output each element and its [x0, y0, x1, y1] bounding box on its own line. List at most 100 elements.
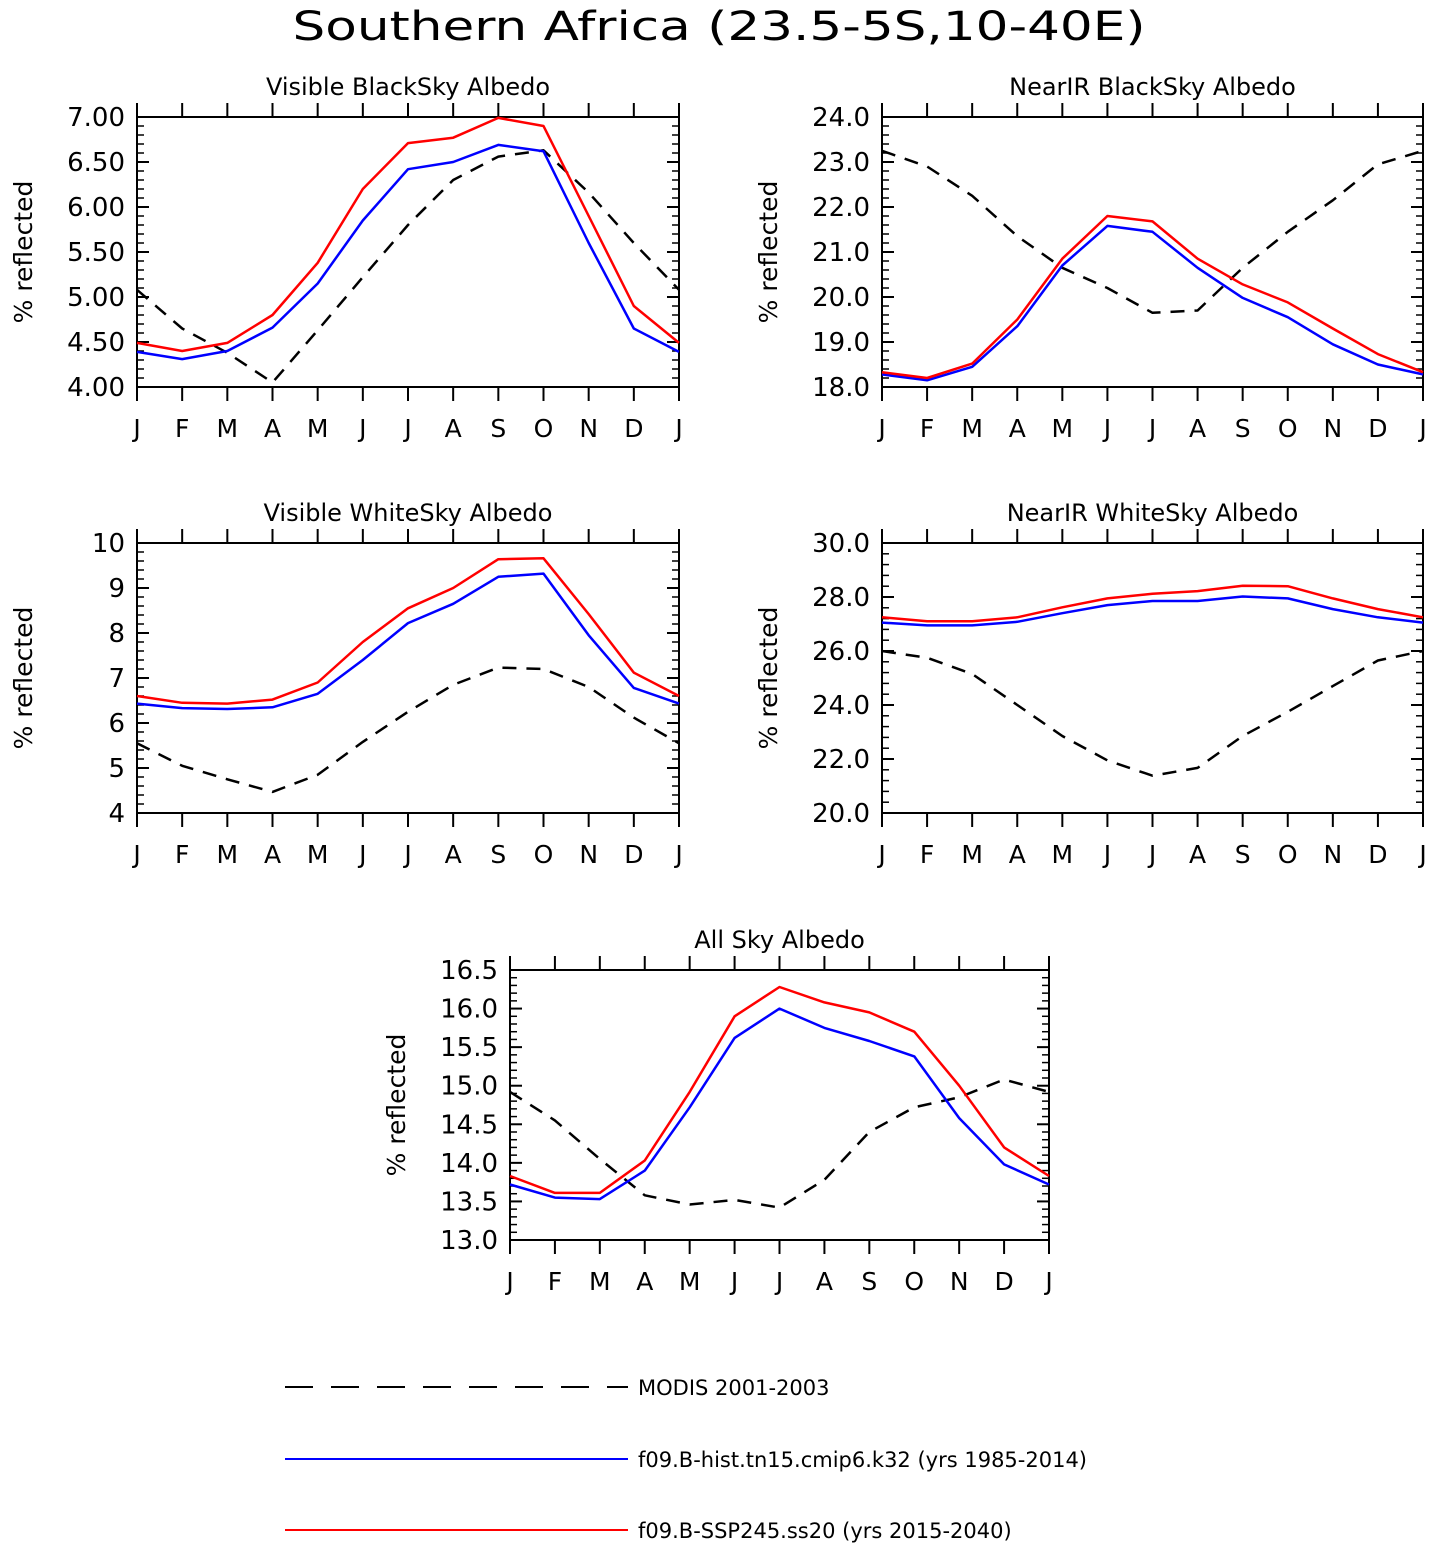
x-tick-label: J [876, 840, 885, 869]
x-tick-label: F [920, 414, 934, 443]
x-tick-label: A [816, 1267, 833, 1296]
y-tick-label: 19.0 [812, 328, 870, 358]
plot-frame [881, 542, 1424, 814]
legend: MODIS 2001-2003 f09.B-hist.tn15.cmip6.k32… [285, 1376, 1087, 1543]
x-tick-label: J [504, 1267, 513, 1296]
x-tick-label: J [1147, 414, 1156, 443]
x-tick-label: D [994, 1267, 1013, 1296]
series-line-hist [881, 595, 1424, 627]
x-tick-label: S [490, 414, 506, 443]
y-tick-label: 5.00 [67, 283, 125, 313]
y-tick-label: 13.5 [440, 1187, 498, 1217]
series-line-hist [509, 1007, 1050, 1201]
x-tick-label: M [961, 414, 983, 443]
series-line-ssp [881, 584, 1424, 623]
x-tick-label: M [1052, 414, 1074, 443]
x-tick-label: J [357, 840, 366, 869]
legend-label-modis: MODIS 2001-2003 [638, 1376, 829, 1400]
x-tick-label: A [636, 1267, 653, 1296]
y-tick-label: 16.5 [440, 956, 498, 986]
y-tick-label: 28.0 [812, 583, 870, 613]
y-tick-label: 7 [108, 664, 125, 694]
y-tick-label: 14.5 [440, 1110, 498, 1140]
legend-label-ssp: f09.B-SSP245.ss20 (yrs 2015-2040) [638, 1519, 1012, 1543]
x-tick-label: D [624, 840, 643, 869]
x-tick-label: F [175, 414, 189, 443]
x-tick-label: A [445, 840, 462, 869]
x-tick-label: O [904, 1267, 924, 1296]
x-tick-label: A [445, 414, 462, 443]
series-line-ssp [881, 214, 1424, 380]
x-tick-label: J [673, 414, 682, 443]
figure-title: Southern Africa (23.5-5S,10-40E) [293, 4, 1146, 50]
y-tick-label: 4 [108, 799, 125, 829]
y-axis-label: % reflected [9, 607, 38, 750]
x-tick-label: M [589, 1267, 611, 1296]
y-tick-label: 21.0 [812, 238, 870, 268]
x-tick-label: M [1052, 840, 1074, 869]
x-tick-label: N [950, 1267, 969, 1296]
y-tick-label: 7.00 [67, 103, 125, 133]
y-tick-label: 5.50 [67, 238, 125, 268]
x-tick-label: M [307, 840, 329, 869]
y-tick-label: 15.0 [440, 1072, 498, 1102]
plot-frame [136, 542, 680, 814]
x-tick-label: D [1368, 840, 1387, 869]
plot-frame [136, 116, 680, 388]
x-tick-label: D [1368, 414, 1387, 443]
x-tick-label: J [729, 1267, 738, 1296]
y-axis-label: % reflected [754, 607, 783, 750]
x-tick-label: N [1323, 414, 1342, 443]
y-tick-label: 5 [108, 754, 125, 784]
x-tick-label: M [217, 414, 239, 443]
x-tick-label: J [357, 414, 366, 443]
x-tick-label: O [1278, 840, 1298, 869]
chart-title: NearIR WhiteSky Albedo [1007, 499, 1299, 527]
x-tick-label: O [534, 414, 554, 443]
x-tick-label: F [175, 840, 189, 869]
series-line-modis [136, 666, 680, 794]
y-tick-label: 14.0 [440, 1149, 498, 1179]
x-tick-label: O [534, 840, 554, 869]
x-tick-label: M [679, 1267, 701, 1296]
y-axis-label: % reflected [9, 181, 38, 324]
x-tick-label: A [264, 840, 281, 869]
chart-title: Visible WhiteSky Albedo [264, 499, 553, 527]
x-tick-label: N [1323, 840, 1342, 869]
x-tick-label: J [673, 840, 682, 869]
series-line-ssp [509, 985, 1050, 1195]
x-tick-label: J [402, 840, 411, 869]
x-tick-label: A [1189, 414, 1206, 443]
x-tick-label: S [1235, 414, 1251, 443]
plot-frame [881, 116, 1424, 388]
chart-title: All Sky Albedo [694, 926, 865, 954]
x-tick-label: M [217, 840, 239, 869]
x-tick-label: F [548, 1267, 562, 1296]
y-tick-label: 15.5 [440, 1033, 498, 1063]
legend-label-hist: f09.B-hist.tn15.cmip6.k32 (yrs 1985-2014… [638, 1448, 1087, 1472]
x-tick-label: J [876, 414, 885, 443]
y-tick-label: 6.00 [67, 193, 125, 223]
x-tick-label: J [1417, 840, 1426, 869]
x-tick-label: A [264, 414, 281, 443]
y-tick-label: 4.50 [67, 328, 125, 358]
x-tick-label: M [307, 414, 329, 443]
y-tick-label: 30.0 [812, 529, 870, 559]
y-tick-label: 18.0 [812, 373, 870, 403]
x-tick-label: J [1417, 414, 1426, 443]
y-tick-label: 13.0 [440, 1226, 498, 1256]
y-tick-label: 4.00 [67, 373, 125, 403]
chart-panel: NearIR BlackSky Albedo % reflected 18.0 19.… [754, 73, 1427, 443]
x-tick-label: J [1102, 414, 1111, 443]
x-tick-label: J [402, 414, 411, 443]
series-line-modis [136, 149, 680, 384]
x-tick-label: M [961, 840, 983, 869]
x-tick-label: A [1009, 840, 1026, 869]
panels: Visible BlackSky Albedo % reflected 4.00 4.… [9, 73, 1427, 1296]
series-line-modis [881, 149, 1424, 315]
y-tick-label: 22.0 [812, 745, 870, 775]
y-tick-label: 22.0 [812, 193, 870, 223]
series-line-modis [881, 649, 1424, 777]
y-tick-label: 24.0 [812, 691, 870, 721]
x-tick-label: S [861, 1267, 877, 1296]
